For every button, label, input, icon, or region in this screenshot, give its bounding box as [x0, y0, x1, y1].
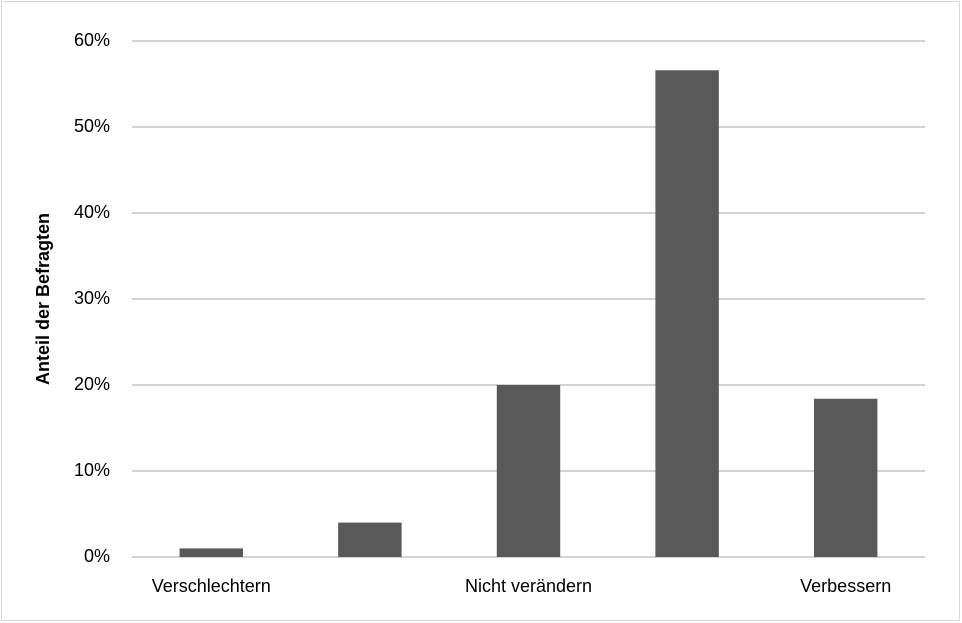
y-tick-label: 30%: [74, 288, 110, 308]
bar: [813, 398, 878, 557]
y-tick-label: 20%: [74, 374, 110, 394]
x-tick-label: Verbessern: [800, 576, 891, 596]
y-tick-label: 40%: [74, 202, 110, 222]
y-axis-label: Anteil der Befragten: [33, 213, 53, 385]
bar: [496, 385, 561, 557]
bar: [179, 548, 244, 557]
x-tick-label: Nicht verändern: [465, 576, 592, 596]
bar: [655, 70, 719, 558]
y-tick-label: 50%: [74, 116, 110, 136]
y-tick-label: 0%: [84, 546, 110, 566]
bar: [338, 522, 402, 557]
x-tick-label: Verschlechtern: [152, 576, 271, 596]
y-tick-label: 10%: [74, 460, 110, 480]
y-tick-label: 60%: [74, 30, 110, 50]
